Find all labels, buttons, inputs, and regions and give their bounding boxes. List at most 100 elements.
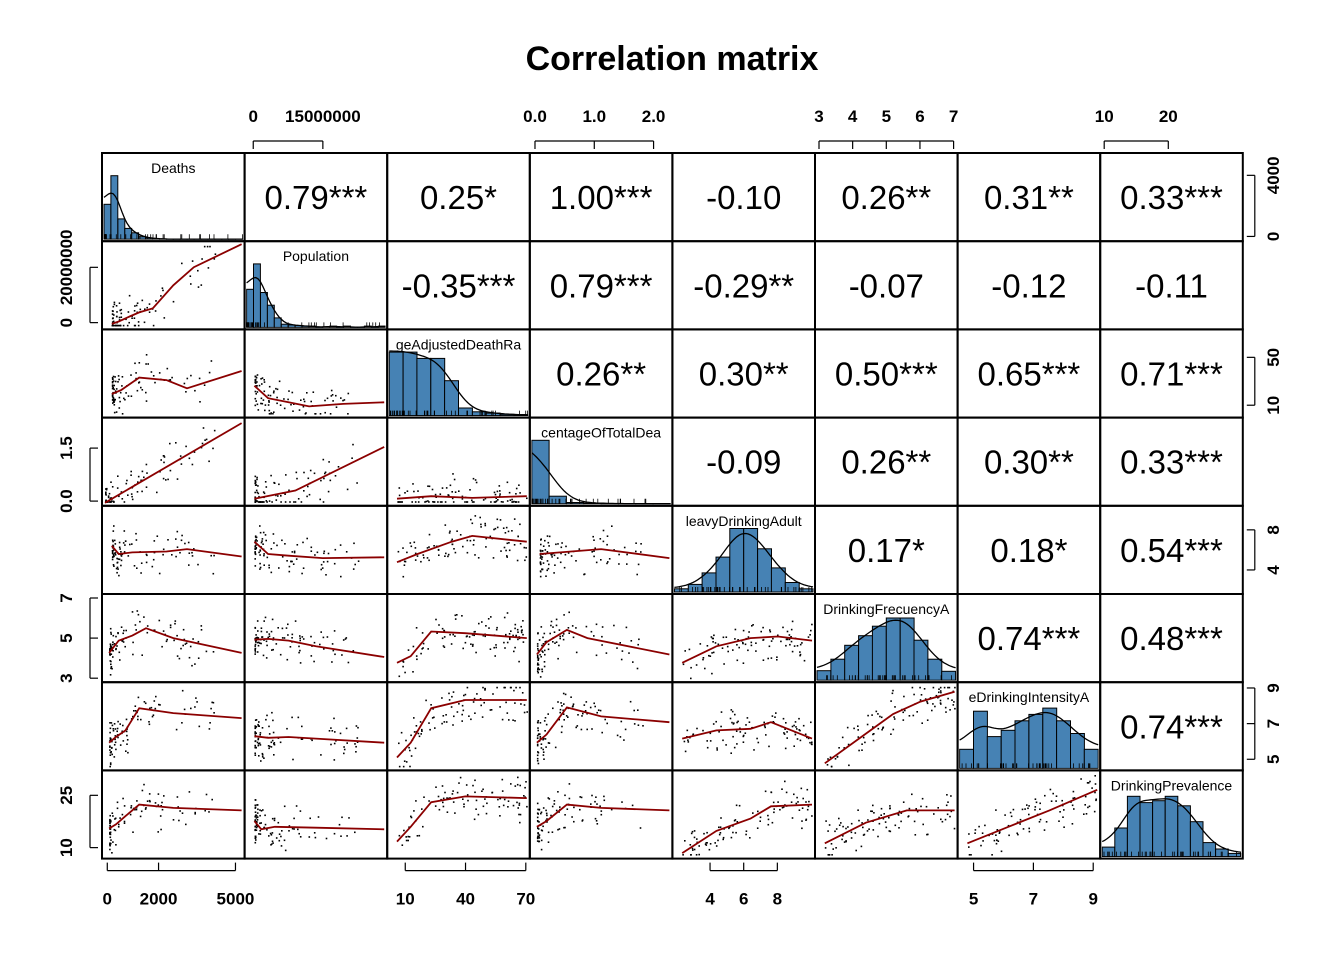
- scatter-point: [279, 404, 282, 406]
- scatter-point: [271, 649, 273, 651]
- scatter-point: [866, 830, 869, 832]
- scatter-point: [137, 321, 140, 323]
- scatter-point: [339, 544, 342, 546]
- scatter-point: [508, 491, 511, 494]
- scatter-point: [714, 642, 717, 644]
- scatter-point: [610, 808, 613, 811]
- histogram-bar: [1202, 842, 1217, 858]
- scatter-point: [623, 546, 626, 549]
- scatter-point: [134, 710, 137, 712]
- scatter-point: [273, 482, 276, 484]
- scatter-point: [522, 620, 524, 622]
- scatter-point: [433, 716, 435, 719]
- scatter-point: [188, 457, 191, 460]
- scatter-point: [545, 575, 547, 577]
- scatter-point: [169, 442, 171, 445]
- scatter-point: [518, 660, 520, 663]
- scatter-point: [427, 648, 429, 650]
- scatter-point: [500, 501, 503, 503]
- scatter-point: [462, 798, 464, 800]
- scatter-point: [786, 737, 788, 739]
- scatter-point: [141, 654, 143, 656]
- scatter-point: [709, 843, 712, 845]
- scatter-point: [261, 754, 264, 756]
- bottom-axis-tick-label: 5000: [217, 890, 255, 909]
- scatter-point: [176, 634, 178, 637]
- scatter-point: [536, 757, 539, 760]
- scatter-point: [803, 659, 806, 662]
- scatter-point: [145, 400, 148, 402]
- scatter-point: [502, 527, 505, 529]
- scatter-point: [263, 826, 266, 829]
- correlation-value-4-7: 0.54***: [1120, 532, 1223, 569]
- scatter-point: [185, 391, 187, 393]
- scatter-point: [773, 808, 775, 810]
- scatter-point: [483, 701, 485, 704]
- scatter-point: [1024, 808, 1026, 810]
- scatter-point: [313, 832, 316, 834]
- scatter-point: [173, 639, 175, 642]
- scatter-point: [790, 628, 793, 631]
- scatter-point: [132, 715, 134, 718]
- scatter-point: [258, 755, 260, 757]
- scatter-point: [537, 751, 539, 753]
- scatter-point: [446, 811, 449, 813]
- scatter-point: [1055, 795, 1058, 797]
- scatter-point: [119, 324, 121, 327]
- scatter-point: [119, 723, 121, 725]
- scatter-point: [514, 720, 516, 722]
- scatter-point: [403, 829, 405, 832]
- scatter-point: [1026, 804, 1028, 806]
- scatter-point: [470, 718, 472, 721]
- scatter-point: [858, 749, 860, 752]
- scatter-point: [788, 638, 791, 641]
- scatter-point: [889, 805, 891, 807]
- scatter-point: [330, 395, 333, 397]
- scatter-point: [690, 677, 692, 680]
- scatter-point: [913, 820, 916, 823]
- scatter-point: [616, 734, 619, 737]
- scatter-point: [435, 618, 437, 621]
- scatter-point: [1038, 821, 1041, 823]
- scatter-point: [491, 791, 493, 794]
- scatter-point: [122, 324, 125, 327]
- scatter-point: [118, 823, 120, 826]
- scatter-point: [262, 543, 264, 545]
- scatter-point: [261, 727, 264, 729]
- scatter-point: [791, 620, 794, 623]
- scatter-point: [723, 663, 725, 665]
- scatter-point: [509, 638, 511, 641]
- scatter-point: [526, 497, 528, 500]
- scatter-point: [111, 740, 113, 743]
- scatter-point: [546, 535, 549, 537]
- scatter-point: [508, 542, 510, 544]
- scatter-point: [255, 393, 257, 395]
- scatter-point: [167, 478, 169, 481]
- scatter-point: [867, 714, 869, 717]
- scatter-point: [120, 555, 123, 557]
- scatter-point: [357, 726, 359, 729]
- scatter-point: [116, 557, 118, 560]
- scatter-point: [550, 620, 553, 623]
- scatter-point: [115, 388, 118, 390]
- scatter-point: [732, 723, 735, 725]
- scatter-point: [448, 699, 451, 701]
- scatter-point: [462, 545, 464, 548]
- scatter-panel-7-2: [396, 776, 528, 846]
- scatter-point: [563, 719, 565, 721]
- scatter-point: [946, 794, 948, 796]
- scatter-point: [564, 814, 566, 816]
- scatter-point: [974, 829, 977, 831]
- scatter-point: [254, 379, 257, 381]
- scatter-point: [945, 711, 947, 713]
- scatter-point: [287, 398, 289, 401]
- scatter-point: [255, 747, 257, 749]
- scatter-point: [135, 539, 138, 541]
- scatter-point: [351, 457, 353, 459]
- scatter-point: [291, 716, 293, 719]
- scatter-point: [136, 610, 139, 612]
- scatter-point: [122, 542, 125, 544]
- scatter-point: [254, 552, 257, 555]
- scatter-point: [947, 801, 949, 803]
- variable-label-5: DrinkingFrecuencyA: [823, 601, 950, 617]
